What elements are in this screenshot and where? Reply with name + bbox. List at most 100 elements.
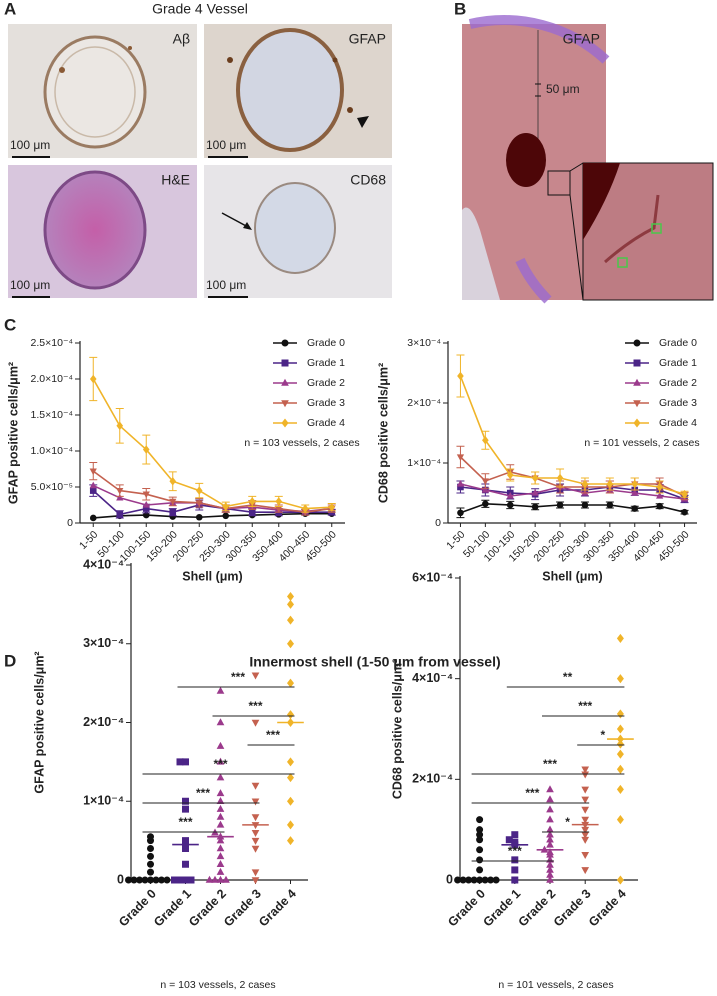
x-axis-label: Shell (μm) [542, 569, 602, 583]
legend-marker [633, 418, 641, 428]
point [182, 876, 189, 884]
legend-label: Grade 3 [307, 397, 345, 409]
y-tick-label: 0 [435, 517, 441, 529]
y-tick-label: 4×10⁻⁴ [83, 557, 124, 571]
point [656, 492, 664, 499]
point [581, 766, 590, 774]
point [251, 672, 260, 680]
scale-label: 50 μm [546, 82, 580, 96]
point [216, 875, 225, 883]
point [251, 798, 260, 806]
point [511, 831, 519, 839]
point [147, 852, 154, 860]
point [616, 749, 624, 759]
x-tick-label: Grade 1 [151, 887, 194, 930]
point [89, 481, 97, 489]
point [287, 639, 294, 649]
x-axis-label: Shell (μm) [182, 569, 242, 583]
point [176, 876, 184, 884]
y-axis-label: GFAP positive cells/μm² [32, 651, 46, 793]
point [616, 875, 624, 885]
point [216, 812, 225, 820]
point [116, 421, 124, 431]
y-tick-label: 6×10⁻⁴ [412, 570, 453, 584]
point [222, 502, 230, 511]
point [546, 848, 554, 856]
scale-label: 100 μm [206, 278, 246, 292]
point [328, 502, 336, 512]
point [556, 501, 564, 509]
point [546, 835, 554, 843]
point [142, 445, 150, 454]
point [216, 844, 225, 852]
point [171, 876, 178, 884]
point [182, 837, 189, 845]
point [275, 497, 283, 506]
significance-label: * [565, 815, 570, 829]
significance-label: *** [231, 670, 245, 684]
significance-label: *** [178, 815, 192, 829]
panel-letter: C [4, 315, 16, 334]
point [125, 876, 132, 884]
x-tick-label: Grade 4 [586, 887, 629, 930]
point [216, 852, 225, 860]
point [216, 867, 225, 875]
legend-marker [633, 359, 641, 367]
point [251, 845, 260, 853]
point [581, 867, 590, 875]
point [176, 758, 184, 766]
significance-label: *** [266, 728, 280, 742]
significance-label: *** [508, 844, 522, 858]
point [216, 686, 225, 694]
significance-label: *** [248, 699, 262, 713]
point [287, 591, 294, 602]
legend-marker [281, 339, 289, 347]
point [116, 511, 124, 518]
annotation: n = 101 vessels, 2 cases [498, 979, 613, 991]
point [216, 789, 225, 797]
point [251, 814, 260, 822]
y-tick-label: 0 [67, 517, 73, 529]
point [182, 805, 189, 813]
point [476, 846, 484, 854]
point [205, 875, 214, 883]
point [195, 486, 203, 495]
point [89, 374, 97, 384]
y-tick-label: 0 [446, 872, 453, 886]
panel-letter: A [4, 0, 16, 18]
x-tick-label: Grade 2 [186, 887, 229, 930]
point [556, 484, 564, 491]
point [506, 470, 514, 480]
point [481, 486, 489, 493]
significance-label: *** [213, 757, 227, 771]
annotation: n = 103 vessels, 2 cases [244, 437, 359, 449]
point [287, 615, 294, 625]
point [251, 719, 260, 727]
point [616, 674, 624, 684]
point [287, 678, 294, 688]
point [531, 473, 539, 483]
point [187, 876, 195, 884]
y-axis-label: CD68 positive cells/μm² [376, 363, 390, 503]
micrograph [8, 165, 197, 298]
y-axis-label: GFAP positive cells/μm² [6, 362, 20, 504]
point [287, 757, 294, 767]
y-tick-label: 1×10⁻⁴ [83, 794, 124, 808]
y-tick-label: 1.5×10⁻⁴ [31, 409, 73, 421]
point [454, 876, 462, 884]
point [546, 875, 554, 883]
point [581, 479, 589, 489]
series-line [460, 486, 685, 500]
series-line [460, 502, 685, 514]
stain-label: CD68 [350, 172, 386, 188]
scale-label: 100 μm [206, 138, 246, 152]
micrograph [204, 165, 392, 298]
point [251, 782, 260, 790]
point [222, 875, 230, 883]
legend-marker [281, 378, 289, 386]
legend-label: Grade 1 [307, 357, 345, 369]
point [546, 795, 554, 803]
point [546, 840, 554, 848]
point [89, 514, 97, 522]
